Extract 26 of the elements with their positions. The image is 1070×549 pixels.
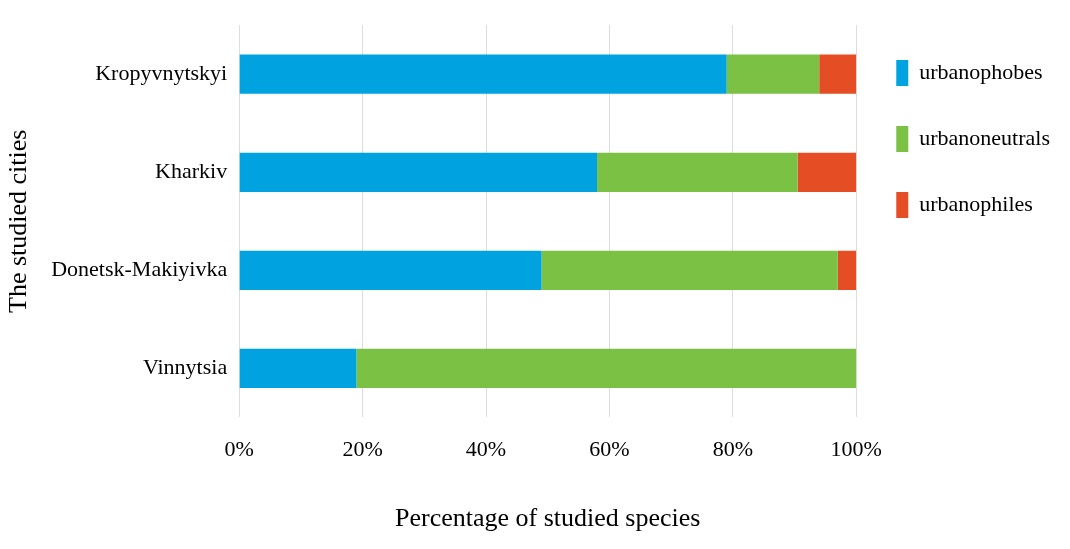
bar [797,152,857,192]
y-axis-title: The studied cities [3,129,33,313]
bar [597,152,798,192]
bar [541,250,838,290]
legend-label: urbanoneutrals [919,124,1050,150]
bar [356,348,857,388]
x-tick-label: 20% [342,436,383,462]
y-tick-label: Donetsk-Makiyivka [51,256,228,282]
y-tick-label: Kropyvnytskyi [95,60,228,86]
bar [239,54,727,94]
bar [837,250,857,290]
x-tick-label: 100% [830,436,882,462]
x-tick-label: 60% [589,436,630,462]
y-tick-label: Kharkiv [155,158,228,184]
x-tick-label: 0% [224,436,254,462]
legend-label: urbanophiles [919,190,1033,216]
x-tick-label: 40% [465,436,507,462]
bar [726,54,820,94]
x-axis-title: Percentage of studied species [395,503,701,533]
bar [239,348,357,388]
bar [819,54,857,94]
x-tick-label: 80% [712,436,754,462]
bar [239,152,598,192]
legend-label: urbanophobes [919,58,1043,84]
y-tick-label: Vinnytsia [142,354,228,380]
bar [239,250,542,290]
